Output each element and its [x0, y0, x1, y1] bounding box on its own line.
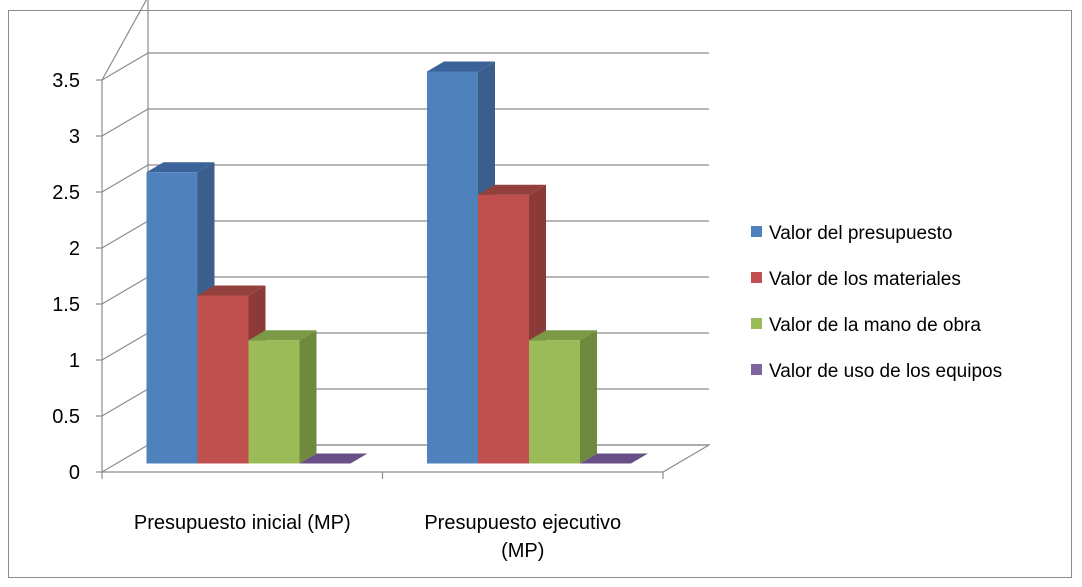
bars	[146, 61, 648, 464]
x-tick-label: Presupuesto inicial (MP)	[134, 512, 351, 534]
legend-swatch	[751, 364, 762, 375]
bar-front	[248, 340, 300, 464]
y-tick-label: 1.5	[52, 294, 80, 316]
legend-label: Valor de los materiales	[769, 269, 961, 290]
bar-top	[146, 162, 215, 173]
gridline-side	[101, 52, 149, 81]
gridline-side	[101, 276, 149, 305]
gridline-side	[101, 164, 149, 193]
y-tick-label: 3.5	[52, 70, 80, 92]
legend: Valor del presupuesto Valor de los materi…	[751, 223, 1002, 382]
legend-swatch	[751, 272, 762, 283]
y-tick-label: 0.5	[52, 406, 80, 428]
bar	[580, 453, 648, 464]
legend-label: Valor de uso de los equipos	[769, 361, 1002, 382]
gridline-side	[101, 0, 148, 81]
bar-top	[299, 453, 368, 464]
bar-front	[427, 71, 478, 464]
bar-top	[580, 453, 648, 464]
bar-front	[146, 172, 198, 464]
bar-front	[529, 340, 580, 464]
legend-label: Valor del presupuesto	[769, 223, 952, 244]
gridline-side	[101, 220, 149, 249]
x-tick-label: Presupuesto ejecutivo	[424, 512, 621, 534]
y-tick-label: 1	[69, 350, 80, 372]
gridline-side	[101, 388, 149, 417]
x-tick-labels: Presupuesto inicial (MP) Presupuesto ejec…	[134, 512, 621, 562]
bar-front	[197, 295, 249, 464]
gridline-side	[101, 108, 149, 137]
bar-front	[478, 194, 529, 464]
y-tick-label: 0	[69, 462, 80, 484]
gridline-side	[101, 332, 149, 361]
y-tick-label: 3	[69, 126, 80, 148]
y-tick-labels: 0 0.5 1 1.5 2 2.5 3 3.5	[52, 70, 80, 484]
legend-swatch	[751, 318, 762, 329]
x-tick-label: (MP)	[501, 540, 544, 562]
y-tick-label: 2	[69, 238, 80, 260]
bar-top	[427, 61, 495, 72]
bar	[529, 330, 597, 464]
legend-label: Valor de la mano de obra	[769, 315, 981, 336]
bar-side	[299, 330, 317, 464]
bar-top	[478, 184, 546, 195]
bar-top	[197, 285, 266, 296]
bar-top	[248, 330, 317, 341]
bar-top	[529, 330, 597, 341]
y-tick-label: 2.5	[52, 182, 80, 204]
bar-side	[580, 330, 597, 464]
bar	[299, 453, 368, 464]
legend-swatch	[751, 226, 762, 237]
bar	[248, 330, 317, 464]
